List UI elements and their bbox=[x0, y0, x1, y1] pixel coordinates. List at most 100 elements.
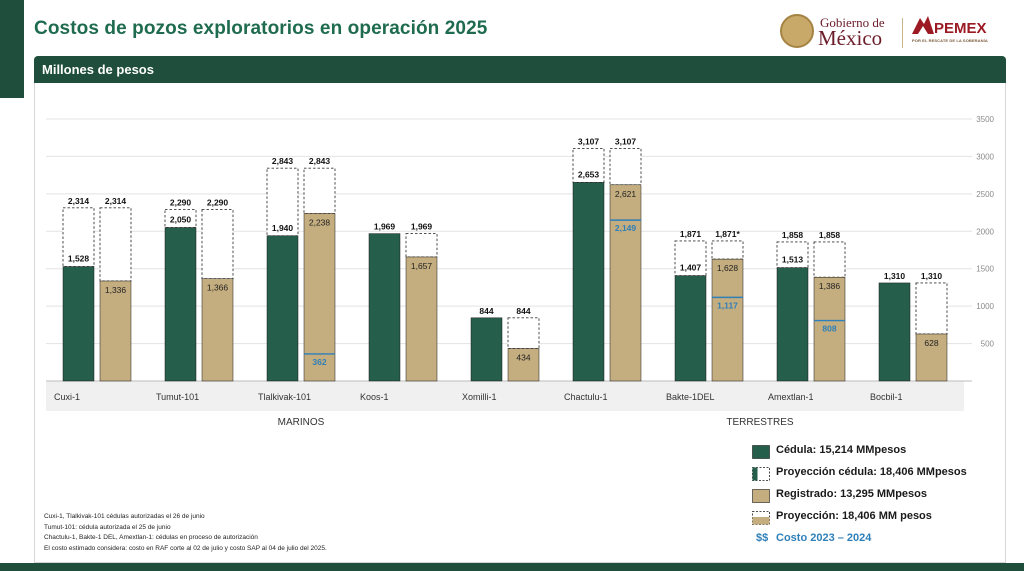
bar-registrado-projection bbox=[201, 209, 234, 280]
registrado-projection-label: 1,310 bbox=[921, 271, 943, 281]
cedula-value-label: 2,050 bbox=[170, 215, 192, 225]
logo-divider bbox=[902, 18, 903, 48]
legend-swatch-proyeccion bbox=[752, 511, 770, 525]
gobierno-logo-line1: Gobierno de bbox=[820, 15, 885, 30]
page-title: Costos de pozos exploratorios en operaci… bbox=[34, 18, 488, 39]
cedula-value-label: 1,940 bbox=[272, 223, 294, 233]
legend-swatch-cedula bbox=[752, 445, 770, 459]
bar-cedula bbox=[164, 227, 197, 382]
registrado-projection-label: 2,843 bbox=[309, 156, 331, 166]
bar-registrado-projection bbox=[915, 282, 948, 335]
registrado-projection-label: 2,314 bbox=[105, 196, 127, 206]
panel-header: Millones de pesos bbox=[34, 56, 1006, 83]
cedula-value-label: 844 bbox=[479, 306, 493, 316]
cedula-value-label: 2,653 bbox=[578, 169, 600, 179]
bar-registrado bbox=[609, 184, 642, 382]
registrado-value-label: 2,238 bbox=[309, 217, 331, 227]
footnotes: Cuxi-1, Tlalkivak-101 cédulas autorizada… bbox=[44, 512, 327, 554]
bar-registrado bbox=[813, 276, 846, 382]
bar-registrado-projection bbox=[609, 147, 642, 186]
footnote-line: Tumut-101: cédula autorizada el 25 de ju… bbox=[44, 523, 171, 531]
bar-cedula-projection bbox=[674, 240, 707, 277]
legend-swatch-registrado bbox=[752, 489, 770, 503]
x-category-label: Cuxi-1 bbox=[54, 392, 80, 402]
x-category-label: Koos-1 bbox=[360, 392, 389, 402]
registrado-value-label: 2,621 bbox=[615, 189, 637, 199]
registrado-value-label: 1,628 bbox=[717, 263, 739, 273]
y-tick-label: 2000 bbox=[976, 227, 994, 236]
pemex-name: PEMEX bbox=[934, 20, 987, 37]
left-accent-bar bbox=[0, 0, 24, 98]
legend-symbol-costo: $$ bbox=[756, 532, 769, 544]
registrado-projection-label: 844 bbox=[516, 306, 530, 316]
bar-registrado bbox=[303, 213, 336, 382]
bar-registrado bbox=[201, 278, 234, 382]
bar-registrado bbox=[915, 333, 948, 382]
cedula-projection-label: 2,843 bbox=[272, 156, 294, 166]
costo-label: 1,117 bbox=[717, 300, 738, 310]
panel-title: Millones de pesos bbox=[42, 62, 154, 77]
pemex-eagle-icon bbox=[912, 16, 934, 34]
pemex-logo: PEMEX POR EL RESCATE DE LA SOBERANÍA bbox=[910, 14, 1015, 50]
costo-label: 808 bbox=[822, 324, 836, 334]
legend-item-costo: $$ Costo 2023 – 2024 bbox=[746, 530, 1006, 552]
registrado-value-label: 434 bbox=[516, 353, 530, 363]
cedula-value-label: 1,969 bbox=[374, 222, 396, 232]
legend-item-proy-cedula: Proyección cédula: 18,406 MMpesos bbox=[746, 464, 1006, 486]
bar-cedula bbox=[368, 233, 401, 382]
bar-registrado-projection bbox=[507, 317, 540, 349]
x-category-label: Xomilli-1 bbox=[462, 392, 497, 402]
cedula-value-label: 1,528 bbox=[68, 254, 90, 264]
costo-label: 362 bbox=[312, 357, 326, 367]
legend: Cédula: 15,214 MMpesos Proyección cédula… bbox=[746, 442, 1006, 552]
y-tick-label: 2500 bbox=[976, 190, 994, 199]
bar-cedula-projection bbox=[572, 147, 605, 183]
bar-cedula bbox=[572, 182, 605, 382]
legend-item-cedula: Cédula: 15,214 MMpesos bbox=[746, 442, 1006, 464]
y-tick-label: 3500 bbox=[976, 115, 994, 124]
registrado-projection-label: 2,290 bbox=[207, 198, 229, 208]
cedula-projection-label: 1,871 bbox=[680, 229, 702, 239]
cedula-projection-label: 3,107 bbox=[578, 136, 600, 146]
registrado-projection-label: 1,871* bbox=[715, 229, 740, 239]
legend-item-registrado: Registrado: 13,295 MMpesos bbox=[746, 486, 1006, 508]
footnote-line: El costo estimado considera: costo en RA… bbox=[44, 544, 327, 552]
national-seal-icon bbox=[780, 14, 814, 48]
bar-registrado-projection bbox=[405, 233, 438, 258]
cedula-projection-label: 2,290 bbox=[170, 198, 192, 208]
y-tick-label: 500 bbox=[981, 340, 995, 349]
legend-item-proyeccion: Proyección: 18,406 MM pesos bbox=[746, 508, 1006, 530]
bar-cedula bbox=[470, 317, 503, 382]
costo-label: 2,149 bbox=[615, 223, 637, 233]
cedula-projection-label: 1,858 bbox=[782, 230, 804, 240]
bar-cedula-projection bbox=[776, 241, 809, 269]
x-category-label: Tumut-101 bbox=[156, 392, 199, 402]
bar-registrado bbox=[507, 348, 540, 382]
x-category-label: Chactulu-1 bbox=[564, 392, 608, 402]
group-label: TERRESTRES bbox=[726, 417, 794, 428]
panel-body bbox=[34, 83, 1006, 563]
registrado-projection-label: 3,107 bbox=[615, 136, 637, 146]
y-tick-label: 3000 bbox=[976, 152, 994, 161]
footnote-line: Cuxi-1, Tlalkivak-101 cédulas autorizada… bbox=[44, 513, 205, 520]
registrado-value-label: 628 bbox=[924, 338, 938, 348]
bar-cedula bbox=[776, 267, 809, 382]
y-tick-label: 1000 bbox=[976, 302, 994, 311]
bar-chart: 500 1000 1500 2000 2500 3000 3500 2,314 1,528 2,3… bbox=[46, 115, 995, 428]
cedula-value-label: 1,513 bbox=[782, 255, 804, 265]
footnote-line: Chactulu-1, Bakte-1 DEL, Amextlan-1: céd… bbox=[44, 534, 258, 541]
legend-label-registrado: Registrado: 13,295 MMpesos bbox=[776, 488, 927, 500]
gobierno-logo: Gobierno de México bbox=[780, 12, 900, 52]
bar-registrado-projection bbox=[303, 167, 336, 214]
registrado-value-label: 1,366 bbox=[207, 283, 229, 293]
registrado-projection-label: 1,969 bbox=[411, 222, 433, 232]
x-category-label: Amextlan-1 bbox=[768, 392, 814, 402]
bar-cedula-projection bbox=[62, 207, 95, 268]
bar-cedula bbox=[62, 266, 95, 382]
x-category-label: Bocbil-1 bbox=[870, 392, 903, 402]
group-label: MARINOS bbox=[278, 417, 325, 428]
registrado-value-label: 1,657 bbox=[411, 261, 433, 271]
bar-registrado bbox=[99, 280, 132, 382]
legend-label-proy-cedula: Proyección cédula: 18,406 MMpesos bbox=[776, 466, 967, 478]
